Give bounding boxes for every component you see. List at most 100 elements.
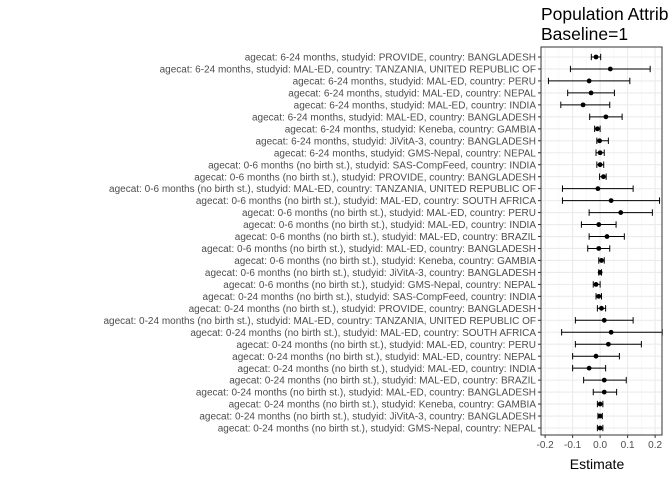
y-tick-label: agecat: 0-24 months (no birth st.), stud… xyxy=(189,304,536,315)
y-tick-label: agecat: 0-6 months (no birth st.), study… xyxy=(201,244,536,255)
y-tick-label: agecat: 6-24 months, studyid: PROVIDE, c… xyxy=(245,53,536,64)
estimate-point xyxy=(597,270,603,275)
data-row-mark xyxy=(590,53,602,61)
data-row-mark xyxy=(589,113,623,121)
estimate-point xyxy=(597,138,602,144)
y-axis: agecat: 6-24 months, studyid: PROVIDE, c… xyxy=(103,53,541,435)
data-marks xyxy=(547,53,663,432)
y-tick-label: agecat: 0-6 months (no birth st.), study… xyxy=(196,196,536,207)
y-tick-label: agecat: 0-24 months (no birth st.), stud… xyxy=(203,292,537,303)
y-tick-label: agecat: 6-24 months, studyid: MAL-ED, co… xyxy=(293,77,536,88)
y-tick-label: agecat: 0-24 months (no birth st.), stud… xyxy=(229,376,536,387)
data-row-mark xyxy=(569,65,651,73)
data-row-mark xyxy=(596,305,607,312)
data-row-mark xyxy=(560,101,611,109)
data-row-mark xyxy=(594,125,601,133)
data-row-mark xyxy=(598,257,605,264)
data-row-mark xyxy=(597,412,603,420)
y-tick-label: agecat: 0-24 months (no birth st.), stud… xyxy=(232,352,536,363)
data-row-mark xyxy=(567,89,615,97)
data-row-mark xyxy=(596,161,605,168)
chart-title-line-1: Population Attrib xyxy=(541,4,668,24)
estimate-point xyxy=(593,353,599,359)
estimate-point xyxy=(603,114,609,120)
y-tick-label: agecat: 0-6 months (no birth st.), study… xyxy=(234,256,536,267)
y-tick-label: agecat: 6-24 months, studyid: Keneba, co… xyxy=(285,124,537,135)
estimate-point xyxy=(608,198,614,204)
data-row-mark xyxy=(596,400,604,408)
y-tick-label: agecat: 0-24 months (no birth st.), stud… xyxy=(236,340,536,351)
estimate-point xyxy=(593,54,599,60)
estimate-point xyxy=(601,174,606,180)
y-tick-label: agecat: 0-24 months (no birth st.), stud… xyxy=(218,424,537,435)
y-tick-label: agecat: 0-24 months (no birth st.), stud… xyxy=(190,328,536,339)
y-tick-label: agecat: 0-6 months (no birth st.), study… xyxy=(208,160,536,171)
y-tick-label: agecat: 0-24 months (no birth st.), stud… xyxy=(196,388,536,399)
estimate-point xyxy=(597,401,603,407)
y-tick-label: agecat: 6-24 months, studyid: JiVitA-3, … xyxy=(256,136,537,147)
estimate-point xyxy=(596,246,602,251)
y-tick-label: agecat: 0-6 months (no birth st.), study… xyxy=(243,220,536,231)
estimate-point xyxy=(588,90,594,96)
data-row-mark xyxy=(592,388,618,396)
plot-panel xyxy=(541,47,662,435)
estimate-point xyxy=(618,210,624,215)
y-tick-label: agecat: 0-24 months (no birth st.), stud… xyxy=(229,400,537,411)
y-tick-label: agecat: 0-6 months (no birth st.), study… xyxy=(223,280,536,291)
estimate-point xyxy=(580,102,586,108)
data-row-mark xyxy=(592,281,601,288)
x-tick-label: -0.2 xyxy=(537,440,555,451)
estimate-point xyxy=(586,365,592,371)
chart-title: Population Attrib Baseline=1 xyxy=(541,4,668,44)
data-row-mark xyxy=(588,233,625,240)
data-row-mark xyxy=(595,293,602,300)
estimate-point xyxy=(599,305,604,311)
x-axis-title: Estimate xyxy=(570,456,625,472)
estimate-point xyxy=(601,377,607,383)
data-row-mark xyxy=(580,221,617,228)
data-row-mark xyxy=(597,269,603,276)
y-tick-label: agecat: 0-24 months (no birth st.), stud… xyxy=(103,316,536,327)
chart-title-line-2: Baseline=1 xyxy=(541,24,628,44)
estimate-point xyxy=(593,281,599,287)
y-tick-label: agecat: 0-6 months (no birth st.), study… xyxy=(194,172,536,183)
estimate-point xyxy=(596,293,602,299)
y-tick-label: agecat: 6-24 months, studyid: MAL-ED, co… xyxy=(294,100,537,111)
data-row-mark xyxy=(588,209,653,216)
estimate-point xyxy=(601,389,607,395)
y-tick-label: agecat: 0-6 months (no birth st.), study… xyxy=(235,232,537,243)
x-tick-label: 0.1 xyxy=(621,440,635,451)
y-tick-label: agecat: 0-24 months (no birth st.), stud… xyxy=(199,412,536,423)
estimate-point xyxy=(597,413,603,419)
data-row-mark xyxy=(574,341,642,348)
data-row-mark xyxy=(561,185,634,192)
data-row-mark xyxy=(595,149,605,156)
estimate-point xyxy=(597,162,603,168)
data-row-mark xyxy=(596,424,604,432)
estimate-point xyxy=(586,78,592,84)
minor-gridlines xyxy=(558,47,642,435)
y-tick-label: agecat: 6-24 months, studyid: GMS-Nepal,… xyxy=(274,148,537,159)
estimate-point xyxy=(608,329,614,335)
data-row-mark xyxy=(587,245,611,252)
estimate-point xyxy=(595,186,601,192)
y-tick-label: agecat: 6-24 months, studyid: MAL-ED, co… xyxy=(160,65,536,76)
plot-panel-border xyxy=(540,46,663,436)
estimate-point xyxy=(594,126,600,132)
data-row-mark xyxy=(599,173,607,180)
data-row-mark xyxy=(572,352,620,360)
estimate-point xyxy=(601,317,607,323)
data-row-mark xyxy=(561,197,661,204)
data-row-mark xyxy=(574,317,634,324)
data-row-mark xyxy=(547,77,631,85)
y-tick-label: agecat: 0-6 months (no birth st.), study… xyxy=(242,208,536,219)
estimate-point xyxy=(599,258,604,263)
y-tick-label: agecat: 0-6 months (no birth st.), study… xyxy=(109,184,536,195)
estimate-point xyxy=(604,234,610,239)
x-tick-label: 0.2 xyxy=(648,440,662,451)
data-row-mark xyxy=(572,364,607,372)
y-tick-label: agecat: 0-6 months (no birth st.), study… xyxy=(205,268,536,279)
estimate-point xyxy=(607,66,613,72)
